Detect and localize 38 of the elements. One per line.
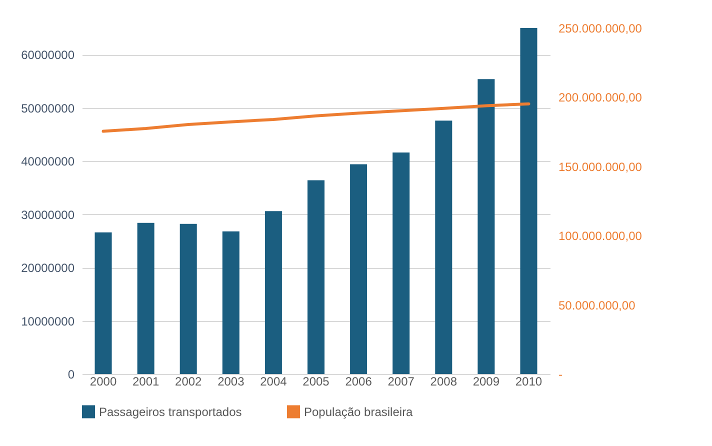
bar xyxy=(478,79,495,374)
x-tick-label: 2007 xyxy=(388,374,415,388)
x-tick-label: 2000 xyxy=(90,374,117,388)
bar xyxy=(307,180,325,374)
x-tick-label: 2006 xyxy=(345,374,372,388)
y2-tick-label: 250.000.000,00 xyxy=(558,22,642,36)
bar xyxy=(392,152,410,374)
y2-tick-label: 200.000.000,00 xyxy=(558,90,642,105)
x-tick-label: 2010 xyxy=(515,374,542,388)
legend-label: Passageiros transportados xyxy=(99,404,242,419)
y-tick-label: 10000000 xyxy=(21,314,75,328)
x-tick-label: 2009 xyxy=(472,374,500,388)
bar xyxy=(180,224,197,374)
legend-label: População brasileira xyxy=(304,404,414,419)
y2-tick-label: - xyxy=(558,368,562,382)
x-tick-label: 2004 xyxy=(260,374,288,388)
bar xyxy=(94,232,112,374)
bar xyxy=(137,222,154,374)
y2-tick-label: 100.000.000,00 xyxy=(558,229,642,244)
x-tick-label: 2001 xyxy=(132,374,160,388)
line-series xyxy=(102,102,530,133)
y-tick-label: 40000000 xyxy=(21,154,75,169)
bar xyxy=(222,231,240,374)
x-tick-label: 2002 xyxy=(175,374,202,388)
y2-tick-label: 50.000.000,00 xyxy=(558,298,636,312)
y2-tick-label: 150.000.000,00 xyxy=(558,160,642,174)
y-tick-label: 30000000 xyxy=(21,208,75,222)
y-tick-label: 0 xyxy=(68,368,75,382)
bar xyxy=(520,28,538,374)
y-tick-label: 50000000 xyxy=(21,101,75,116)
x-tick-label: 2005 xyxy=(302,374,330,388)
y-tick-label: 20000000 xyxy=(21,261,75,276)
y-tick-label: 60000000 xyxy=(21,48,75,62)
x-tick-label: 2003 xyxy=(218,374,245,388)
bar xyxy=(350,164,368,374)
bar xyxy=(435,120,452,374)
x-tick-label: 2008 xyxy=(430,374,458,388)
bar xyxy=(264,211,282,374)
